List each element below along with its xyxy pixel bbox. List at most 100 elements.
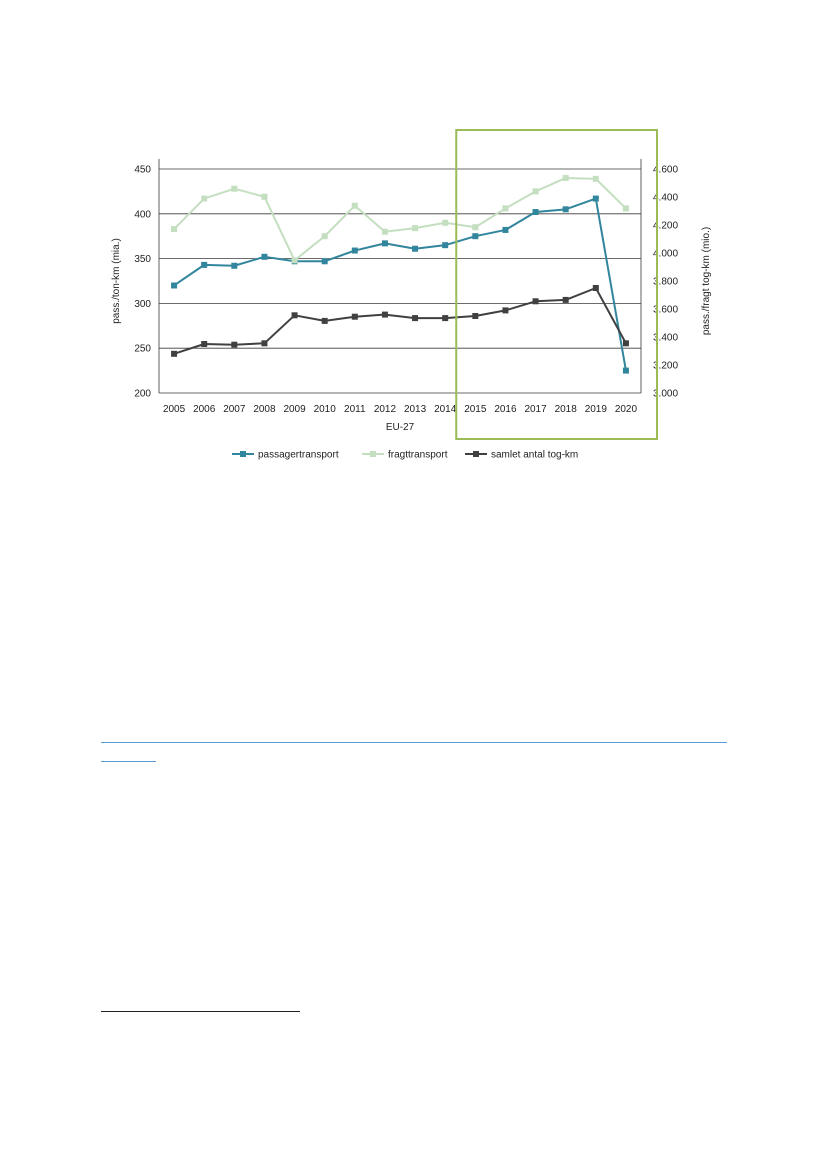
right-axis-label: pass./fragt tog-km (mio.)	[701, 227, 712, 335]
series-line	[173, 176, 627, 262]
data-point	[532, 188, 539, 195]
right-tick-label: 3.400	[653, 333, 678, 344]
data-point	[622, 340, 629, 347]
x-tick-label: 2020	[615, 404, 638, 415]
data-point	[231, 185, 238, 192]
data-point	[592, 285, 599, 291]
legend-item: fragttransport	[362, 450, 448, 461]
data-point	[351, 202, 358, 209]
series	[171, 174, 629, 374]
series-line	[173, 287, 627, 355]
highlight-box-2015-2020	[455, 129, 658, 440]
data-point	[442, 219, 449, 226]
data-point	[201, 261, 208, 268]
data-point	[231, 262, 238, 269]
x-tick-label: 2014	[434, 404, 457, 415]
data-point	[412, 315, 419, 322]
data-point	[321, 258, 328, 265]
left-axis-tick-labels: 200 250 300 350 400 450	[134, 165, 151, 400]
data-point	[261, 253, 268, 260]
right-tick-label: 4.600	[653, 165, 678, 176]
x-tick-label: 2019	[585, 404, 608, 415]
legend-marker	[370, 451, 376, 457]
left-tick-label: 400	[134, 209, 151, 220]
left-axis-label: pass./ton-km (mia.)	[111, 238, 122, 324]
left-tick-label: 250	[134, 344, 151, 355]
right-tick-label: 3.000	[653, 389, 678, 400]
x-tick-label: 2016	[494, 404, 517, 415]
data-point	[412, 225, 419, 232]
x-tick-label: 2011	[344, 404, 366, 415]
data-point	[502, 307, 509, 314]
data-point	[592, 195, 599, 202]
left-tick-label: 450	[134, 165, 151, 176]
left-tick-label: 350	[134, 254, 151, 265]
data-point	[562, 296, 569, 303]
data-point	[562, 206, 569, 213]
blue-rule	[101, 742, 727, 743]
footnote-separator	[101, 1011, 300, 1012]
x-tick-label: 2015	[464, 404, 487, 415]
right-tick-label: 3.600	[653, 305, 678, 316]
legend-item: samlet antal tog-km	[465, 450, 578, 461]
data-point	[291, 312, 298, 319]
data-point	[381, 240, 388, 247]
data-point	[442, 315, 449, 322]
right-tick-label: 4.200	[653, 221, 678, 232]
legend-marker	[473, 451, 479, 457]
data-point	[472, 224, 479, 231]
blue-rule-short	[101, 761, 156, 762]
x-tick-label: 2018	[555, 404, 578, 415]
right-tick-label: 3.200	[653, 361, 678, 372]
legend: passagertransport fragttransport samlet an…	[232, 450, 578, 461]
x-tick-label: 2012	[374, 404, 397, 415]
data-point	[381, 311, 388, 318]
axes	[158, 159, 642, 393]
data-point	[351, 247, 358, 254]
data-point	[622, 367, 629, 374]
x-tick-label: 2013	[404, 404, 427, 415]
x-tick-label: 2005	[163, 404, 186, 415]
data-point	[171, 350, 178, 357]
data-point	[171, 282, 178, 289]
series-line	[173, 197, 627, 371]
series-fragttransport	[171, 174, 629, 264]
left-tick-label: 300	[134, 299, 151, 310]
data-point	[562, 174, 569, 181]
data-point	[231, 341, 238, 348]
data-point	[442, 242, 449, 249]
legend-label: fragttransport	[388, 450, 448, 461]
data-point	[261, 340, 268, 347]
data-point	[502, 205, 509, 212]
legend-label: samlet antal tog-km	[491, 450, 578, 461]
data-point	[321, 317, 328, 324]
data-point	[351, 313, 358, 320]
x-tick-label: 2017	[524, 404, 547, 415]
data-point	[592, 175, 599, 182]
legend-item: passagertransport	[232, 450, 339, 461]
data-point	[412, 245, 419, 252]
x-axis-tick-labels: 2005 2006 2007 2008 2009 2010 2011 2012 2013 2014…	[163, 404, 638, 415]
right-tick-label: 4.400	[653, 193, 678, 204]
left-tick-label: 200	[134, 389, 151, 400]
data-point	[201, 195, 208, 202]
series-passagertransport	[171, 195, 629, 374]
right-tick-label: 4.000	[653, 249, 678, 260]
data-point	[201, 341, 208, 347]
data-point	[381, 228, 388, 235]
data-point	[622, 205, 629, 212]
x-axis-label: EU-27	[386, 422, 415, 433]
series-samlet-antal-tog-km	[171, 285, 629, 357]
data-point	[502, 226, 509, 233]
x-tick-label: 2008	[253, 404, 276, 415]
gridlines	[159, 168, 641, 394]
legend-marker	[240, 451, 246, 457]
data-point	[261, 193, 268, 200]
data-point	[171, 226, 178, 233]
data-point	[472, 313, 479, 319]
x-tick-label: 2010	[314, 404, 337, 415]
right-axis-tick-labels: 3.000 3.200 3.400 3.600 3.800 4.000 4.200 4.400…	[653, 165, 678, 400]
data-point	[532, 298, 539, 305]
x-tick-label: 2007	[223, 404, 246, 415]
